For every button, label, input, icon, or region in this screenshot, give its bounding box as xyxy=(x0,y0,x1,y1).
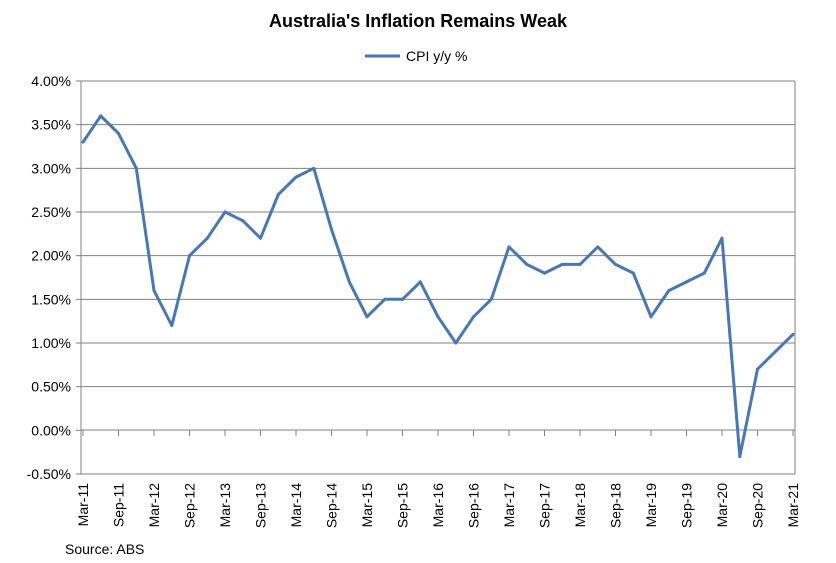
data-point xyxy=(667,289,671,293)
x-tick-label: Sep-20 xyxy=(750,483,766,528)
legend-label: CPI y/y % xyxy=(406,48,467,64)
data-point xyxy=(259,236,262,240)
x-tick-label: Mar-18 xyxy=(572,483,588,528)
series-line-cpi xyxy=(81,114,795,458)
y-tick-label: 0.00% xyxy=(31,422,71,438)
data-point xyxy=(702,271,706,275)
data-point xyxy=(383,297,387,301)
data-point xyxy=(99,114,103,118)
y-tick-label: 0.50% xyxy=(31,379,71,395)
source-note: Source: ABS xyxy=(65,541,144,557)
x-tick-label: Sep-13 xyxy=(253,483,269,528)
data-point xyxy=(507,245,511,249)
x-tick-label: Mar-14 xyxy=(288,483,304,528)
y-tick-label: 3.50% xyxy=(31,117,71,133)
data-points xyxy=(81,114,795,459)
data-point xyxy=(578,262,582,266)
data-point xyxy=(188,254,191,258)
data-point xyxy=(472,315,475,319)
data-point xyxy=(276,193,280,197)
data-point xyxy=(649,315,653,319)
y-tick-label: 1.50% xyxy=(31,291,71,307)
y-axis-ticks: 4.00% 3.50% 3.00% 2.50% 2.00% 1.50% 1.00% 0.50%… xyxy=(27,73,81,482)
data-point xyxy=(205,236,209,240)
x-tick-label: Mar-13 xyxy=(217,483,233,528)
data-point xyxy=(614,262,617,266)
data-point xyxy=(312,166,316,170)
data-point xyxy=(81,140,85,144)
data-point xyxy=(631,271,635,275)
x-tick-label: Mar-19 xyxy=(643,483,659,528)
y-tick-label: 4.00% xyxy=(31,73,71,89)
data-point xyxy=(117,131,120,135)
data-point xyxy=(738,455,742,459)
data-point xyxy=(170,324,174,328)
data-point xyxy=(685,280,688,284)
x-tick-label: Mar-20 xyxy=(714,483,730,528)
x-tick-label: Mar-11 xyxy=(75,483,91,527)
data-point xyxy=(720,236,724,240)
data-point xyxy=(365,315,369,319)
x-tick-label: Sep-19 xyxy=(679,483,695,528)
x-tick-label: Mar-21 xyxy=(785,483,801,528)
data-point xyxy=(525,262,529,266)
data-point xyxy=(330,227,333,231)
y-tick-label: -0.50% xyxy=(27,466,71,482)
x-tick-label: Mar-15 xyxy=(359,483,375,528)
x-tick-label: Sep-16 xyxy=(466,483,482,528)
gridlines xyxy=(81,80,795,475)
data-point xyxy=(756,367,759,371)
x-tick-label: Mar-16 xyxy=(430,483,446,528)
y-tick-label: 2.50% xyxy=(31,204,71,220)
data-point xyxy=(560,262,564,266)
data-point xyxy=(294,175,298,179)
y-tick-label: 3.00% xyxy=(31,160,71,176)
y-tick-label: 1.00% xyxy=(31,335,71,351)
data-point xyxy=(436,315,440,319)
y-tick-label: 2.00% xyxy=(31,248,71,264)
data-point xyxy=(241,219,245,223)
data-point xyxy=(773,350,777,354)
data-point xyxy=(596,245,600,249)
data-point xyxy=(152,289,156,293)
x-tick-label: Mar-12 xyxy=(146,483,162,528)
x-tick-label: Sep-18 xyxy=(608,483,624,528)
data-point xyxy=(134,166,138,170)
x-axis-ticks: Mar-11 Sep-11 Mar-12 Sep-12 Mar-13 Sep-13 Mar-… xyxy=(75,430,801,528)
x-tick-label: Mar-17 xyxy=(501,483,517,528)
x-tick-label: Sep-14 xyxy=(324,483,340,528)
x-tick-label: Sep-15 xyxy=(395,483,411,528)
data-point xyxy=(791,332,795,336)
legend: CPI y/y % xyxy=(365,48,467,64)
data-point xyxy=(543,271,546,275)
data-point xyxy=(454,341,458,345)
x-tick-label: Sep-17 xyxy=(537,483,553,528)
data-point xyxy=(418,280,422,284)
data-point xyxy=(347,280,351,284)
x-tick-label: Sep-11 xyxy=(111,483,127,527)
data-point xyxy=(489,297,493,301)
data-point xyxy=(401,297,404,301)
x-tick-label: Sep-12 xyxy=(182,483,198,528)
chart-title: Australia's Inflation Remains Weak xyxy=(269,11,568,31)
data-point xyxy=(223,210,227,214)
